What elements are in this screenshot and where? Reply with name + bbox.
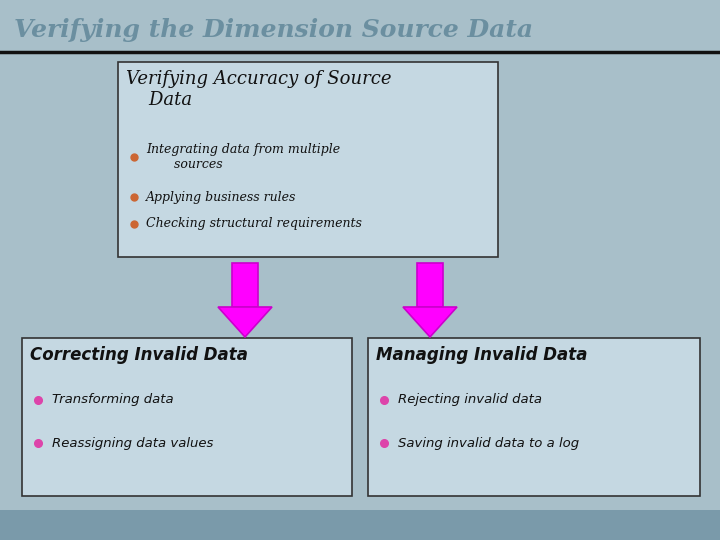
Bar [118, 62, 498, 257]
Text: Correcting Invalid Data: Correcting Invalid Data [30, 346, 248, 364]
Text: Checking structural requirements: Checking structural requirements [146, 218, 362, 231]
Bar [232, 263, 258, 307]
Text: Transforming data: Transforming data [52, 394, 174, 407]
Text: Integrating data from multiple
       sources: Integrating data from multiple sources [146, 144, 340, 171]
Polygon shape [218, 307, 272, 337]
Text: Reassigning data values: Reassigning data values [52, 436, 213, 449]
Text: Saving invalid data to a log: Saving invalid data to a log [398, 436, 579, 449]
Bar [0, 510, 720, 540]
Text: Rejecting invalid data: Rejecting invalid data [398, 394, 542, 407]
Polygon shape [403, 307, 457, 337]
Text: Managing Invalid Data: Managing Invalid Data [376, 346, 588, 364]
Bar [368, 338, 700, 496]
Text: Applying business rules: Applying business rules [146, 191, 297, 204]
Text: Verifying Accuracy of Source
    Data: Verifying Accuracy of Source Data [126, 70, 392, 109]
Text: Verifying the Dimension Source Data: Verifying the Dimension Source Data [14, 18, 533, 42]
Bar [417, 263, 443, 307]
Bar [22, 338, 352, 496]
